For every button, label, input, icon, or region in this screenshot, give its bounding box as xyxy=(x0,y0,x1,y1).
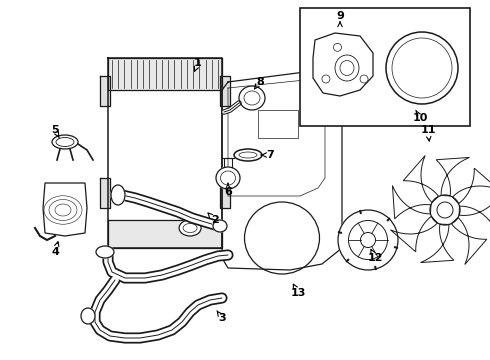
Polygon shape xyxy=(100,178,110,208)
Text: 5: 5 xyxy=(51,125,59,135)
Ellipse shape xyxy=(96,246,114,258)
Polygon shape xyxy=(108,220,222,248)
Polygon shape xyxy=(108,58,222,90)
Text: 11: 11 xyxy=(420,125,436,135)
Ellipse shape xyxy=(81,308,95,324)
Ellipse shape xyxy=(52,135,78,149)
Text: 13: 13 xyxy=(290,288,306,298)
Text: 6: 6 xyxy=(224,187,232,197)
Ellipse shape xyxy=(234,149,262,161)
Text: 9: 9 xyxy=(336,11,344,21)
Polygon shape xyxy=(100,76,110,106)
Text: 10: 10 xyxy=(412,113,428,123)
Ellipse shape xyxy=(213,220,227,232)
Text: 4: 4 xyxy=(51,247,59,257)
Bar xyxy=(300,8,470,126)
Circle shape xyxy=(338,210,398,270)
Polygon shape xyxy=(220,76,230,106)
Text: 2: 2 xyxy=(211,215,219,225)
Text: 7: 7 xyxy=(266,150,274,160)
Bar xyxy=(258,110,298,138)
Polygon shape xyxy=(220,178,230,208)
Text: 1: 1 xyxy=(194,58,202,68)
Ellipse shape xyxy=(111,185,125,205)
Ellipse shape xyxy=(239,86,265,110)
Text: 8: 8 xyxy=(256,77,264,87)
Text: 12: 12 xyxy=(367,253,383,263)
Ellipse shape xyxy=(216,167,240,189)
Ellipse shape xyxy=(179,220,201,236)
Text: 3: 3 xyxy=(218,313,226,323)
Circle shape xyxy=(430,195,460,225)
